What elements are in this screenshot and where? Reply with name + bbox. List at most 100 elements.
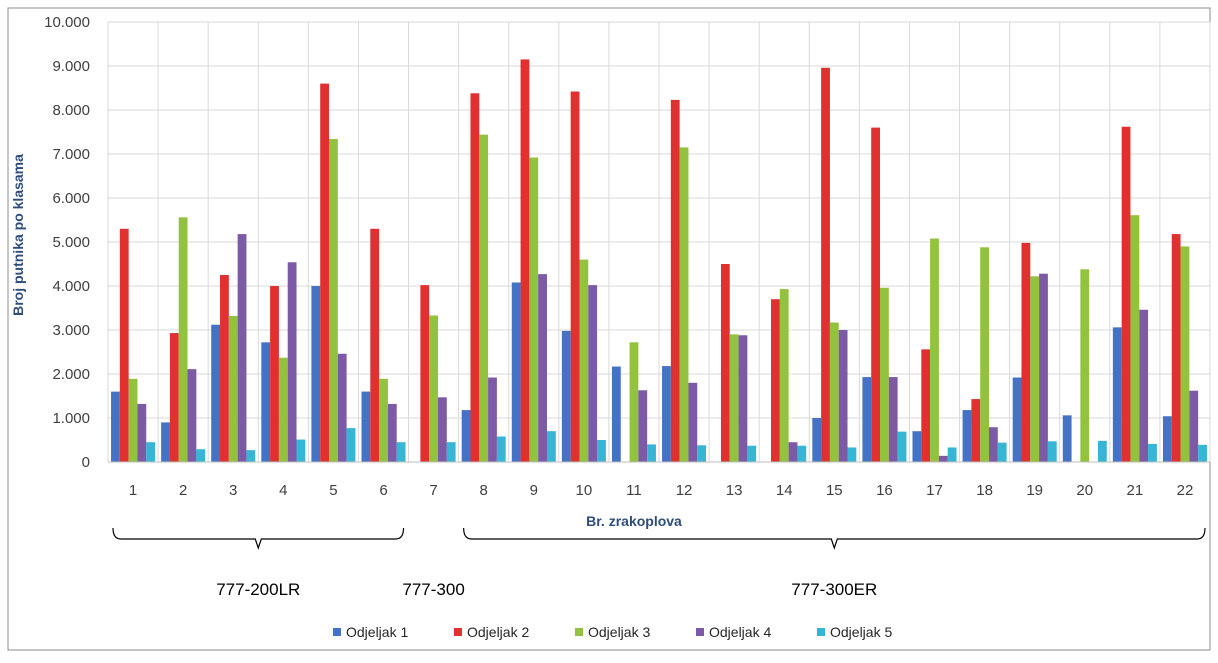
bar xyxy=(1080,269,1090,462)
x-tick-label: 16 xyxy=(876,482,893,499)
aircraft-type-label: 777-200LR xyxy=(216,580,300,599)
x-tick-label: 9 xyxy=(530,482,538,499)
bar xyxy=(1139,309,1149,462)
bar xyxy=(912,431,922,462)
x-tick-label: 18 xyxy=(976,482,993,499)
bar xyxy=(1030,276,1040,462)
bar xyxy=(921,349,931,462)
bar xyxy=(629,342,639,462)
x-tick-labels: 1 2 3 4 5 6 7 8 9 10 11 12 13 14 15 16 17 18 19 20 21 22 xyxy=(129,482,1193,499)
legend-swatch xyxy=(333,628,341,636)
bar xyxy=(546,431,556,462)
group-brace xyxy=(463,527,1206,550)
x-tick-label: 4 xyxy=(279,482,287,499)
legend-label: Odjeljak 2 xyxy=(467,624,529,640)
bar xyxy=(446,442,456,462)
y-tick-label: 0 xyxy=(82,454,90,471)
bar xyxy=(771,299,780,462)
y-tick-label: 6.000 xyxy=(52,190,90,207)
bar xyxy=(1112,327,1122,462)
bar xyxy=(561,330,571,462)
group-brace xyxy=(112,527,405,550)
bar xyxy=(1097,440,1107,462)
y-tick-label: 1.000 xyxy=(52,410,90,427)
bar xyxy=(246,450,256,462)
y-tick-label: 5.000 xyxy=(52,234,90,251)
aircraft-type-groups: 777-200LR 777-300 777-300ER xyxy=(112,527,1206,599)
bar xyxy=(346,428,356,462)
y-tick-label: 4.000 xyxy=(52,278,90,295)
y-tick-labels: 0 1.000 2.000 3.000 4.000 5.000 6.000 7.000 8.00… xyxy=(44,14,90,471)
bar xyxy=(880,287,889,462)
bar xyxy=(829,322,839,462)
legend: Odjeljak 1 Odjeljak 2 Odjeljak 3 Odjeljak 4… xyxy=(333,624,892,640)
bar xyxy=(1121,126,1131,462)
x-tick-label: 15 xyxy=(826,482,843,499)
bar xyxy=(137,403,147,462)
x-tick-label: 11 xyxy=(626,482,642,499)
bar xyxy=(461,410,471,462)
bar xyxy=(1012,377,1022,462)
bar xyxy=(187,369,197,462)
bar xyxy=(538,274,547,462)
bar xyxy=(821,67,830,462)
legend-label: Odjeljak 4 xyxy=(709,624,771,640)
bar xyxy=(146,442,156,462)
bar xyxy=(488,377,497,462)
y-tick-label: 2.000 xyxy=(52,366,90,383)
bar xyxy=(337,353,347,462)
bar xyxy=(670,99,680,462)
bar xyxy=(738,335,748,462)
y-tick-label: 8.000 xyxy=(52,102,90,119)
bar xyxy=(679,147,689,462)
bar xyxy=(479,134,489,462)
legend-item: Odjeljak 5 xyxy=(817,624,892,640)
bar xyxy=(278,357,288,462)
bar xyxy=(370,228,380,462)
bar xyxy=(220,275,229,462)
bar xyxy=(1180,246,1190,462)
bar xyxy=(847,447,857,462)
legend-swatch xyxy=(817,628,825,636)
bar xyxy=(111,391,120,462)
bar xyxy=(962,410,972,462)
bar xyxy=(511,282,521,462)
bar xyxy=(788,442,798,462)
bar xyxy=(1171,234,1181,462)
bar xyxy=(579,259,589,462)
legend-swatch xyxy=(696,628,704,636)
x-tick-label: 10 xyxy=(576,482,593,499)
bar xyxy=(662,366,671,462)
bar xyxy=(1039,273,1048,462)
bar xyxy=(871,127,881,462)
bar xyxy=(947,447,957,462)
bar xyxy=(1021,242,1031,462)
bar xyxy=(747,445,757,462)
x-tick-label: 8 xyxy=(480,482,488,499)
bar xyxy=(361,391,371,462)
bar xyxy=(311,286,321,462)
bar xyxy=(119,228,129,462)
legend-swatch xyxy=(454,628,462,636)
aircraft-type-label: 777-300 xyxy=(402,580,464,599)
x-tick-label: 13 xyxy=(726,482,743,499)
bar xyxy=(1130,215,1140,462)
bars xyxy=(111,59,1207,463)
x-tick-label: 21 xyxy=(1127,482,1144,499)
bar xyxy=(296,439,306,462)
bar xyxy=(1162,416,1172,462)
x-tick-label: 6 xyxy=(379,482,387,499)
legend-item: Odjeljak 4 xyxy=(696,624,771,640)
bar xyxy=(980,247,989,462)
aircraft-type-label: 777-300ER xyxy=(791,580,877,599)
y-axis-title: Broj putnika po klasama xyxy=(10,154,26,316)
y-tick-label: 10.000 xyxy=(44,14,90,31)
x-tick-label: 5 xyxy=(329,482,337,499)
bar xyxy=(128,378,138,462)
bar xyxy=(520,59,530,463)
bar xyxy=(688,382,698,462)
legend-label: Odjeljak 1 xyxy=(346,624,408,640)
x-axis-title: Br. zrakoplova xyxy=(586,513,682,529)
bar xyxy=(930,238,939,462)
